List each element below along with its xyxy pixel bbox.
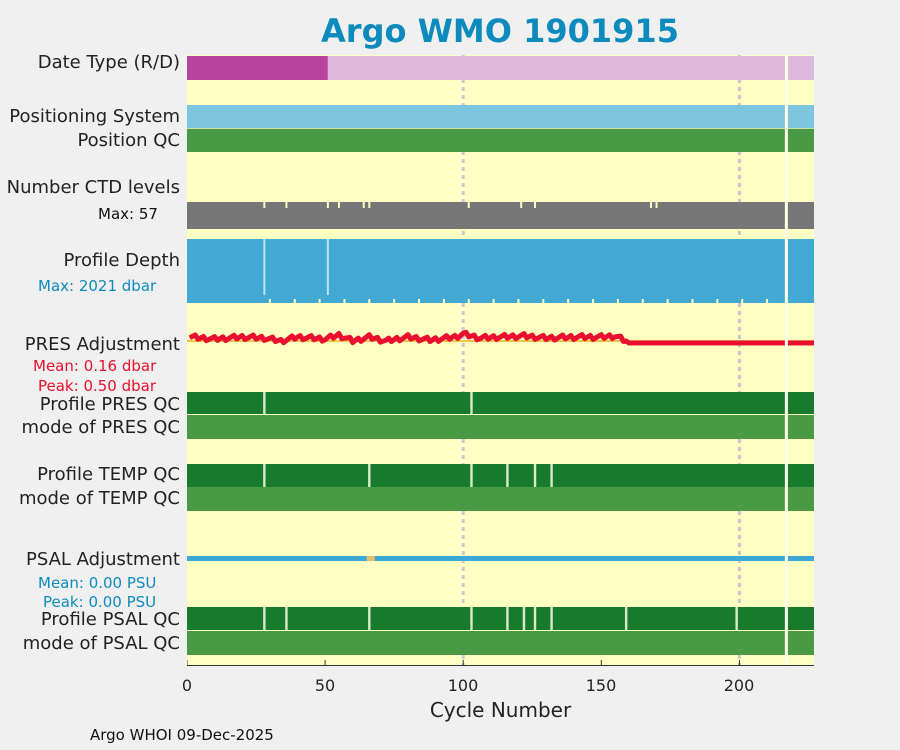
- label-profile-pres-qc: Profile PRES QC: [39, 394, 180, 415]
- ctd-max-value: Max: 57: [98, 205, 158, 223]
- x-tick-100: 100: [447, 676, 479, 695]
- psal-qc-flag-116: [506, 607, 509, 630]
- date-type-delayed-bar: [187, 56, 328, 80]
- psal-qc-flag-36: [285, 607, 288, 630]
- x-tick-50: 50: [314, 676, 336, 695]
- positioning-system-bar: [187, 105, 814, 128]
- label-mode-psal-qc: mode of PSAL QC: [22, 633, 180, 654]
- profile-pres-qc-bar: [187, 392, 814, 414]
- psal-qc-flag-103: [470, 607, 473, 630]
- x-tick-150: 150: [585, 676, 617, 695]
- psal-qc-flag-66: [368, 607, 371, 630]
- ctd-reduced-51: [326, 202, 329, 208]
- depth-tick-129: [542, 299, 545, 303]
- chart-title: Argo WMO 1901915: [321, 12, 679, 50]
- plot-area: [187, 55, 814, 666]
- depth-tick-48: [318, 299, 321, 303]
- depth-tick-66: [368, 299, 371, 303]
- depth-tick-138: [567, 299, 570, 303]
- temp-qc-flag-132: [550, 464, 553, 487]
- x-tick-200: 200: [723, 676, 755, 695]
- depth-tick-156: [616, 299, 619, 303]
- depth-short-28: [263, 239, 266, 295]
- depth-tick-183: [691, 299, 694, 303]
- depth-tick-30: [268, 299, 271, 303]
- psal-mean-value: Mean: 0.00 PSU: [38, 574, 157, 592]
- depth-tick-102: [467, 299, 470, 303]
- depth-tick-192: [716, 299, 719, 303]
- temp-qc-flag-116: [506, 464, 509, 487]
- plot-background: [187, 55, 814, 666]
- pres-mean-value: Mean: 0.16 dbar: [33, 357, 157, 375]
- ctd-levels-bar: [187, 202, 814, 229]
- pres-peak-value: Peak: 0.50 dbar: [38, 377, 157, 395]
- label-psal-adjustment: PSAL Adjustment: [25, 549, 180, 570]
- psal-qc-flag-199: [735, 607, 738, 630]
- psal-peak-value: Peak: 0.00 PSU: [43, 593, 157, 611]
- ctd-reduced-168: [650, 202, 653, 208]
- depth-tick-210: [766, 299, 769, 303]
- pres-qc-flag-103: [470, 392, 473, 414]
- ctd-reduced-66: [368, 202, 371, 208]
- psal-qc-flag-28: [263, 607, 266, 630]
- ctd-reduced-55: [337, 202, 340, 208]
- psal-adjustment-gap: [366, 556, 375, 561]
- depth-tick-57: [343, 299, 346, 303]
- depth-tick-93: [442, 299, 445, 303]
- missing-cycle-217: [784, 55, 788, 666]
- temp-qc-flag-66: [368, 464, 371, 487]
- ctd-reduced-102: [467, 202, 470, 208]
- depth-tick-165: [641, 299, 644, 303]
- label-positioning-system: Positioning System: [9, 106, 180, 127]
- pres-qc-flag-28: [263, 392, 266, 414]
- mode-temp-qc-bar: [187, 487, 814, 511]
- depth-tick-174: [666, 299, 669, 303]
- temp-qc-flag-126: [533, 464, 537, 487]
- depth-tick-75: [393, 299, 396, 303]
- depth-tick-84: [418, 299, 421, 303]
- depth-tick-39: [293, 299, 296, 303]
- profile-psal-qc-bar: [187, 607, 814, 630]
- footer-credit: Argo WHOI 09-Dec-2025: [90, 726, 274, 744]
- psal-qc-flag-132: [550, 607, 553, 630]
- label-ctd-levels: Number CTD levels: [6, 177, 180, 198]
- depth-tick-147: [592, 299, 595, 303]
- psal-qc-flag-159: [624, 607, 628, 630]
- ctd-reduced-121: [520, 202, 523, 208]
- x-tick-0: 0: [181, 676, 193, 695]
- temp-qc-flag-28: [263, 464, 266, 487]
- ctd-reduced-28: [263, 202, 266, 208]
- label-position-qc: Position QC: [77, 130, 180, 151]
- psal-qc-flag-126: [533, 607, 537, 630]
- depth-max-value: Max: 2021 dbar: [38, 277, 157, 295]
- label-mode-temp-qc: mode of TEMP QC: [18, 488, 180, 509]
- label-mode-pres-qc: mode of PRES QC: [21, 417, 180, 438]
- label-profile-psal-qc: Profile PSAL QC: [40, 609, 180, 630]
- mode-pres-qc-bar: [187, 415, 814, 439]
- depth-short-51: [326, 239, 329, 295]
- label-pres-adjustment: PRES Adjustment: [24, 334, 180, 355]
- date-type-realtime-bar: [327, 56, 814, 80]
- ctd-reduced-64: [362, 202, 365, 208]
- ctd-reduced-126: [534, 202, 537, 208]
- psal-adjustment-line: [187, 556, 814, 561]
- label-profile-depth: Profile Depth: [63, 250, 180, 271]
- row-separator-position: [187, 128, 814, 129]
- temp-qc-flag-103: [470, 464, 473, 487]
- pres-adjustment-line: [188, 329, 814, 346]
- mode-psal-qc-bar: [187, 631, 814, 655]
- depth-tick-120: [517, 299, 520, 303]
- chart-svg: [187, 55, 814, 666]
- psal-qc-flag-122: [522, 607, 526, 630]
- position-qc-bar: [187, 128, 814, 152]
- profile-depth-bar: [187, 239, 814, 303]
- x-axis-label: Cycle Number: [429, 698, 572, 722]
- ctd-reduced-170: [655, 202, 658, 208]
- profile-temp-qc-bar: [187, 464, 814, 487]
- label-date-type: Date Type (R/D): [37, 52, 180, 73]
- label-profile-temp-qc: Profile TEMP QC: [37, 464, 180, 485]
- depth-tick-201: [741, 299, 744, 303]
- depth-tick-111: [492, 299, 495, 303]
- ctd-reduced-36: [285, 202, 288, 208]
